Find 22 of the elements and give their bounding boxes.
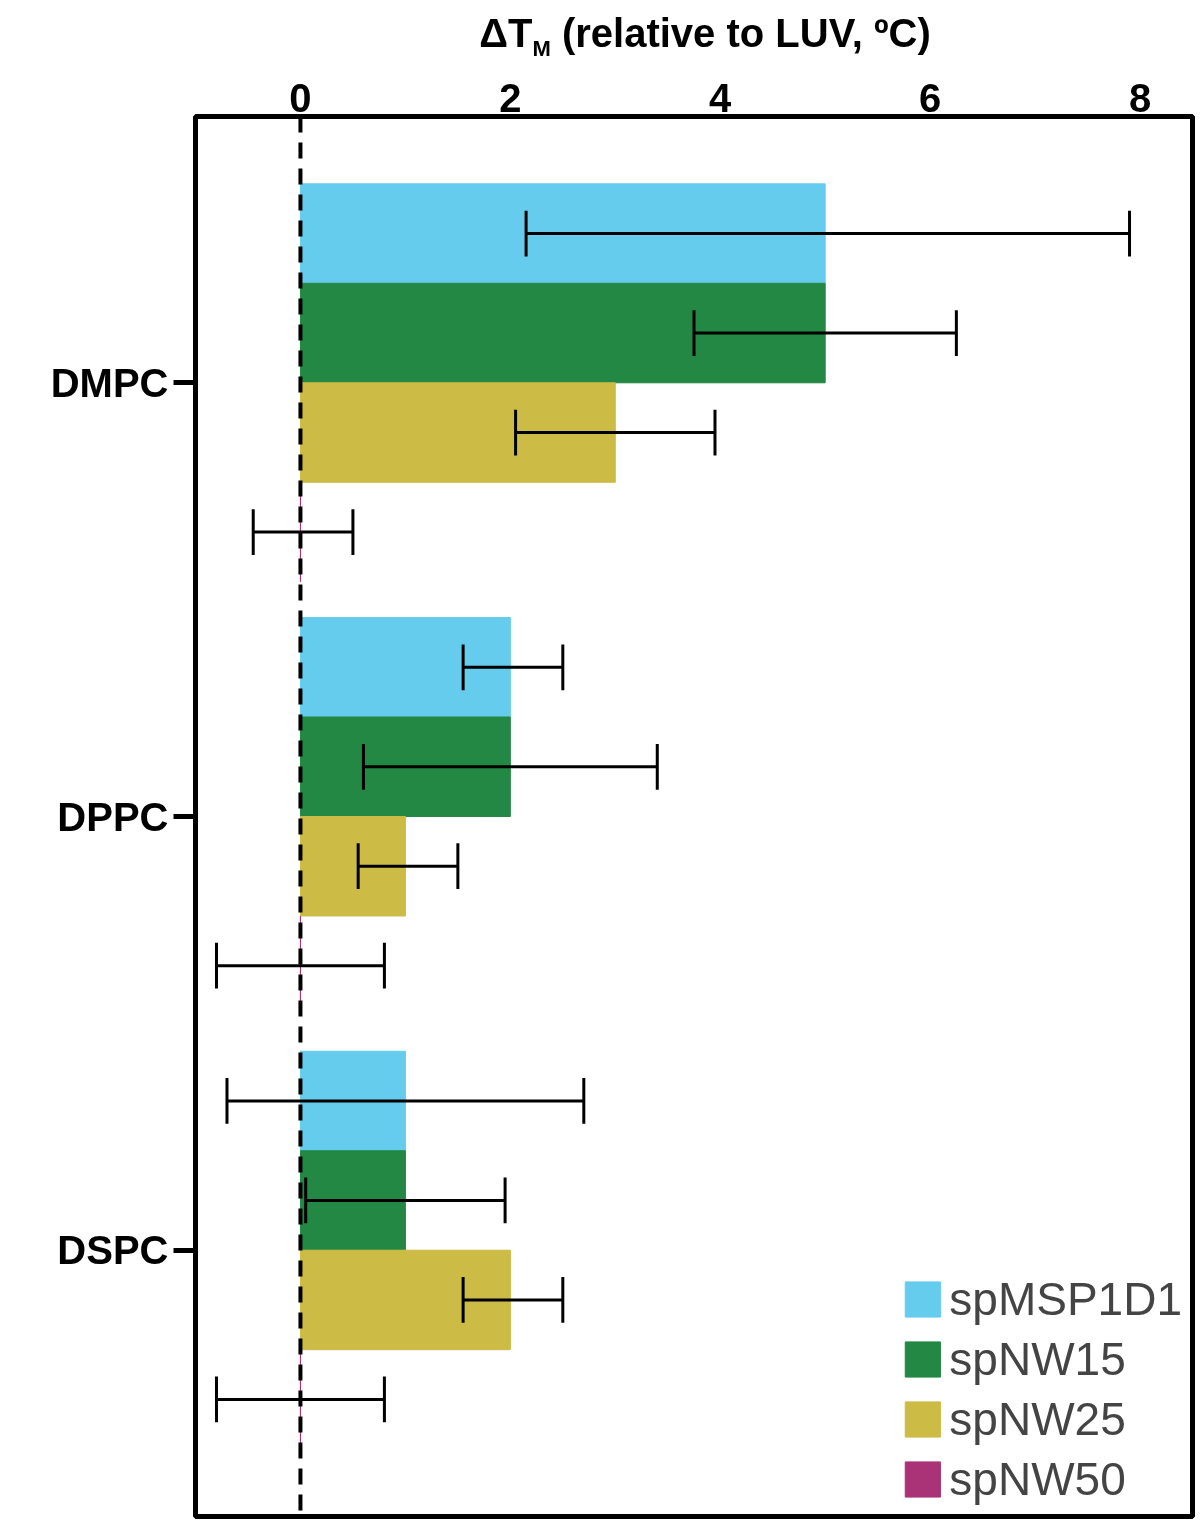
x-tick-label: 0 <box>289 75 312 120</box>
y-tick-label: DSPC <box>57 1228 169 1273</box>
bar <box>299 1249 511 1351</box>
bar <box>299 617 511 718</box>
bar <box>299 183 826 284</box>
legend-label: spNW15 <box>949 1332 1126 1386</box>
y-tick-label: DMPC <box>50 360 169 405</box>
bar <box>299 716 511 817</box>
bar <box>299 816 406 917</box>
x-tick-label: 8 <box>1128 75 1152 120</box>
bar <box>299 1150 406 1251</box>
x-tick-label: 2 <box>499 75 522 120</box>
legend-label: spMSP1D1 <box>949 1272 1182 1326</box>
legend-label: spNW50 <box>949 1452 1126 1506</box>
x-tick-label: 6 <box>919 75 942 120</box>
x-tick-label: 4 <box>709 75 733 120</box>
y-tick-label: DPPC <box>57 794 169 839</box>
x-axis-title: ΔT$_{M}$ (relative to LUV, ºC) <box>479 10 931 63</box>
legend-label: spNW25 <box>949 1392 1126 1446</box>
bar <box>299 1050 406 1152</box>
bar <box>299 282 826 384</box>
bar <box>299 382 616 483</box>
